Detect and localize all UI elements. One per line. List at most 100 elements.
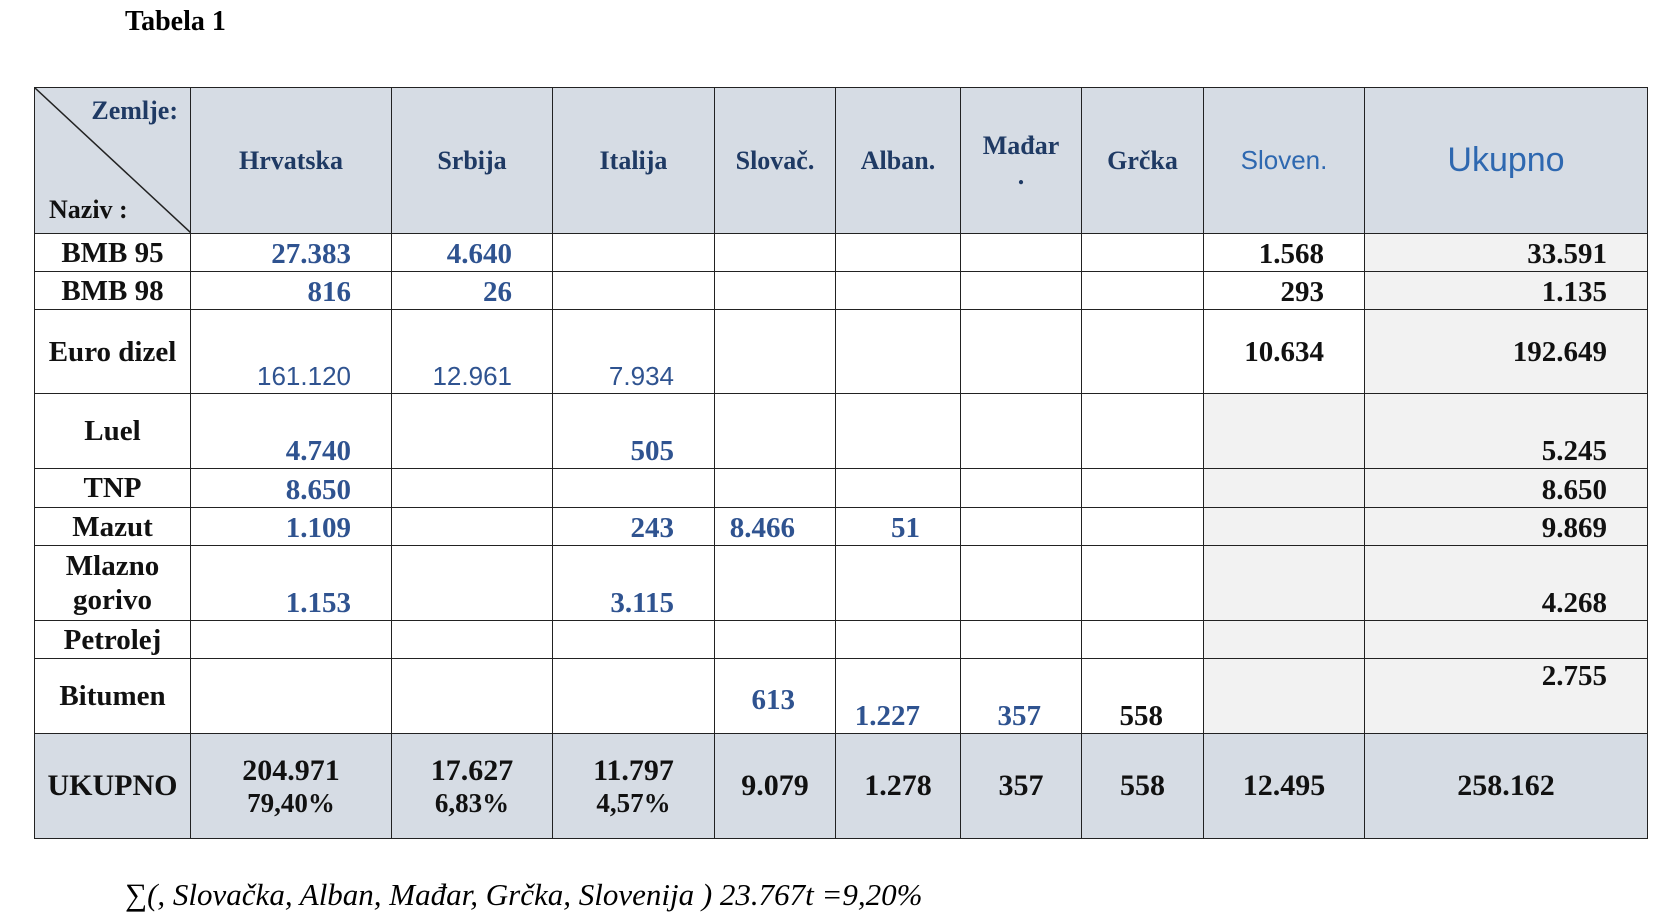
- cell: [835, 271, 961, 310]
- cell: [835, 309, 961, 394]
- cell: [1081, 271, 1204, 310]
- cell: [1203, 393, 1365, 469]
- row-label: Mlazno gorivo: [34, 545, 191, 621]
- total-share: 4,57%: [596, 787, 671, 818]
- total-cell: 17.627 6,83%: [391, 733, 553, 839]
- row: TNP 8.650 8.650: [34, 468, 1648, 508]
- cell: 3.115: [552, 545, 715, 621]
- row-label: Luel: [34, 393, 191, 469]
- total-cell: 558: [1081, 733, 1204, 839]
- cell: 8.650: [1364, 468, 1648, 508]
- cell: 293: [1203, 271, 1365, 310]
- cell: [960, 545, 1082, 621]
- cell: [1203, 507, 1365, 546]
- diagonal: [35, 88, 190, 233]
- cell: [391, 545, 553, 621]
- column-header: Slovač.: [714, 87, 836, 234]
- cell: [190, 620, 392, 659]
- column-header: Italija: [552, 87, 715, 234]
- cell: [391, 468, 553, 508]
- total-value: 1.278: [864, 769, 932, 802]
- cell: 1.109: [190, 507, 392, 546]
- total-value: 558: [1120, 769, 1165, 802]
- total-value: 357: [998, 769, 1044, 802]
- total-cell: 12.495: [1203, 733, 1365, 839]
- cell: [960, 393, 1082, 469]
- total-row: UKUPNO 204.971 79,40% 17.627 6,83% 11.797 4,57…: [34, 733, 1648, 839]
- cell: [960, 507, 1082, 546]
- row: BMB 95 27.383 4.640 1.568 33.591: [34, 233, 1648, 272]
- cell: [552, 658, 715, 734]
- total-share: 79,40%: [247, 787, 335, 818]
- cell: 8.650: [190, 468, 392, 508]
- cell: [1081, 507, 1204, 546]
- row: Petrolej: [34, 620, 1648, 659]
- cell: [960, 233, 1082, 272]
- cell: [552, 271, 715, 310]
- cell: 8.466: [714, 507, 836, 546]
- cell: [835, 545, 961, 621]
- cell: [552, 620, 715, 659]
- cell: [391, 658, 553, 734]
- title: Tabela 1: [125, 6, 226, 37]
- row-label: Euro dizel: [34, 309, 191, 394]
- cell: [552, 233, 715, 272]
- row-label: BMB 98: [34, 271, 191, 310]
- column-header: Ukupno: [1364, 87, 1648, 234]
- cell: [1081, 468, 1204, 508]
- cell: [714, 309, 836, 394]
- corner-top: Zemlje:: [91, 96, 178, 125]
- table: Zemlje: Naziv : Hrvatska Srbija Italija Slo…: [34, 87, 1648, 839]
- row: Mlazno gorivo 1.153 3.115 4.268: [34, 545, 1648, 621]
- row: Euro dizel 161.120 12.961 7.934 10.634 192.64…: [34, 309, 1648, 394]
- cell: 1.135: [1364, 271, 1648, 310]
- row-label: Petrolej: [34, 620, 191, 659]
- cell: [1203, 658, 1365, 734]
- row-label: TNP: [34, 468, 191, 508]
- row-label: Bitumen: [34, 658, 191, 734]
- cell: 51: [835, 507, 961, 546]
- cell: 33.591: [1364, 233, 1648, 272]
- column-header: Srbija: [391, 87, 553, 234]
- cell: 613: [714, 658, 836, 734]
- cell: [835, 233, 961, 272]
- cell: [960, 468, 1082, 508]
- total-value: 12.495: [1242, 769, 1326, 802]
- cell: [714, 468, 836, 508]
- cell: [714, 271, 836, 310]
- cell: [1081, 233, 1204, 272]
- total-value: 17.627: [430, 753, 514, 787]
- cell: 1.153: [190, 545, 392, 621]
- total-label: UKUPNO: [34, 733, 191, 839]
- cell: 9.869: [1364, 507, 1648, 546]
- cell: [835, 393, 961, 469]
- cell: [1203, 545, 1365, 621]
- row: Mazut 1.109 243 8.466 51 9.869: [34, 507, 1648, 546]
- cell: 816: [190, 271, 392, 310]
- cell: [835, 620, 961, 659]
- cell: 192.649: [1364, 309, 1648, 394]
- cell: [1081, 393, 1204, 469]
- column-header: Sloven.: [1203, 87, 1365, 234]
- cell: [960, 271, 1082, 310]
- cell: [1081, 545, 1204, 621]
- total-value: 11.797: [593, 753, 674, 787]
- cell: [1203, 620, 1365, 659]
- header-row: Zemlje: Naziv : Hrvatska Srbija Italija Slo…: [34, 87, 1648, 234]
- total-share: 6,83%: [434, 787, 510, 818]
- corner-bottom: Naziv :: [49, 195, 128, 224]
- row-label: BMB 95: [34, 233, 191, 272]
- cell: [1203, 468, 1365, 508]
- cell: 357: [960, 658, 1082, 734]
- column-header: Mađar .: [960, 87, 1082, 234]
- cell: [960, 309, 1082, 394]
- cell: 161.120: [190, 309, 392, 394]
- total-value: 9.079: [741, 769, 809, 802]
- cell: 10.634: [1203, 309, 1365, 394]
- cell: 558: [1081, 658, 1204, 734]
- footer-formula: ∑(, Slovačka, Alban, Mađar, Grčka, Slove…: [125, 877, 923, 912]
- cell: 1.227: [835, 658, 961, 734]
- cell: 4.268: [1364, 545, 1648, 621]
- cell: 505: [552, 393, 715, 469]
